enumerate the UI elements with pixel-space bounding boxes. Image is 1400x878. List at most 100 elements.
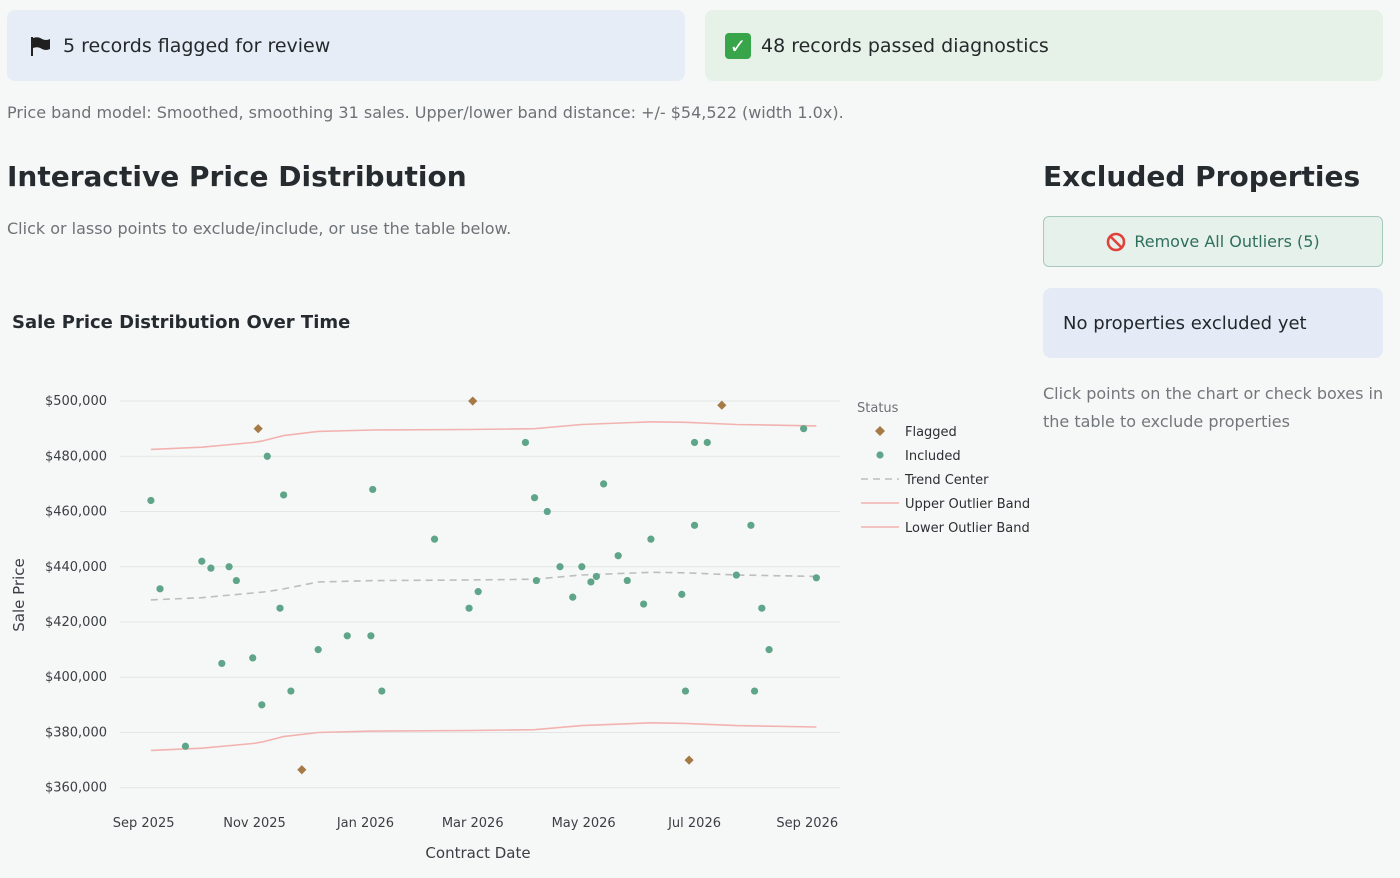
remove-all-outliers-label: Remove All Outliers (5) — [1134, 232, 1320, 251]
flagged-alert-text: 5 records flagged for review — [63, 34, 331, 57]
included-point[interactable] — [287, 687, 295, 695]
included-point[interactable] — [703, 438, 711, 447]
included-point[interactable] — [765, 646, 773, 654]
included-point[interactable] — [181, 742, 190, 750]
y-tick-label: $380,000 — [45, 725, 107, 740]
included-point[interactable] — [147, 496, 155, 505]
included-point[interactable] — [647, 535, 655, 543]
included-point[interactable] — [690, 438, 699, 447]
excluded-empty-state: No properties excluded yet — [1043, 288, 1383, 358]
y-axis-label: Sale Price — [10, 558, 28, 631]
flagged-point[interactable] — [253, 424, 263, 434]
included-point[interactable] — [430, 535, 439, 543]
x-tick-label: Jan 2026 — [336, 816, 394, 831]
included-point[interactable] — [600, 480, 608, 488]
included-point[interactable] — [378, 687, 386, 695]
included-point[interactable] — [543, 507, 551, 516]
chart-instructions: Click or lasso points to exclude/include… — [7, 219, 512, 238]
chart-legend[interactable]: Status Flagged Included Trend Center Upper O… — [857, 401, 1030, 536]
included-point[interactable] — [640, 600, 648, 608]
y-tick-label: $400,000 — [45, 670, 107, 685]
included-point[interactable] — [532, 576, 540, 585]
x-tick-label: Sep 2025 — [113, 816, 175, 831]
included-point[interactable] — [569, 593, 577, 601]
flagged-alert: 5 records flagged for review — [7, 10, 685, 81]
included-point[interactable] — [156, 585, 164, 593]
legend-item-label[interactable]: Included — [905, 449, 961, 464]
included-point[interactable] — [578, 563, 586, 571]
upper-band-line — [150, 420, 817, 451]
excluded-empty-message: No properties excluded yet — [1063, 312, 1307, 334]
legend-item-label[interactable]: Trend Center — [904, 473, 989, 488]
exclusion-help-text: Click points on the chart or check boxes… — [1043, 384, 1384, 431]
y-tick-label: $500,000 — [45, 394, 107, 409]
included-point[interactable] — [614, 552, 622, 560]
legend-title: Status — [857, 401, 899, 416]
price-band-caption: Price band model: Smoothed, smoothing 31… — [7, 103, 844, 122]
included-point[interactable] — [276, 604, 284, 612]
flagged-point[interactable] — [684, 755, 694, 765]
included-point[interactable] — [747, 521, 755, 529]
included-point[interactable] — [218, 659, 226, 668]
included-point[interactable] — [280, 491, 288, 499]
included-point[interactable] — [556, 563, 564, 571]
x-tick-label: May 2026 — [552, 816, 616, 831]
included-point[interactable] — [343, 632, 351, 640]
trend-and-band-lines — [150, 420, 817, 752]
included-point[interactable] — [314, 646, 322, 654]
legend-flagged-symbol — [875, 426, 885, 436]
legend-included-symbol — [876, 451, 884, 459]
included-point[interactable] — [474, 588, 482, 596]
y-tick-label: $420,000 — [45, 615, 107, 630]
flagged-point[interactable] — [468, 396, 478, 406]
flagged-point[interactable] — [297, 765, 307, 775]
y-tick-label: $480,000 — [45, 449, 107, 464]
y-axis-ticks: $360,000 $380,000 $400,000 $420,000 $440,000… — [45, 394, 107, 796]
included-point[interactable] — [758, 604, 766, 612]
remove-all-outliers-button[interactable]: Remove All Outliers (5) — [1043, 216, 1383, 267]
x-tick-label: Sep 2026 — [776, 816, 838, 831]
x-tick-label: Mar 2026 — [442, 816, 504, 831]
included-point[interactable] — [249, 654, 257, 662]
x-axis-label: Contract Date — [425, 844, 530, 862]
included-point[interactable] — [258, 701, 266, 709]
y-tick-label: $460,000 — [45, 505, 107, 520]
legend-item-label[interactable]: Lower Outlier Band — [905, 521, 1030, 536]
included-point[interactable] — [232, 576, 240, 585]
included-point[interactable] — [750, 687, 759, 695]
check-mark-icon: ✓ — [725, 32, 751, 59]
included-point[interactable] — [678, 590, 686, 598]
included-point[interactable] — [465, 604, 473, 612]
y-tick-label: $440,000 — [45, 560, 107, 575]
grid-lines — [120, 400, 840, 789]
chart-section-heading: Interactive Price Distribution — [7, 160, 467, 193]
lower-band-line — [150, 721, 817, 752]
included-point[interactable] — [681, 687, 690, 695]
x-tick-label: Nov 2025 — [223, 816, 286, 831]
included-point[interactable] — [800, 425, 808, 433]
included-point[interactable] — [530, 494, 539, 502]
prohibited-icon — [1106, 232, 1126, 252]
included-point[interactable] — [207, 564, 215, 572]
included-point[interactable] — [369, 485, 377, 494]
legend-item-label[interactable]: Upper Outlier Band — [905, 497, 1030, 512]
passed-alert-text: 48 records passed diagnostics — [761, 34, 1049, 57]
flagged-point[interactable] — [717, 400, 727, 410]
legend-item-label[interactable]: Flagged — [905, 425, 957, 440]
included-point[interactable] — [367, 632, 375, 640]
trend-center-line — [150, 571, 817, 601]
included-point[interactable] — [592, 572, 600, 581]
data-points[interactable] — [147, 396, 820, 775]
included-point[interactable] — [623, 576, 631, 585]
included-point[interactable] — [225, 563, 233, 571]
included-point[interactable] — [732, 571, 740, 579]
passed-alert: ✓ 48 records passed diagnostics — [705, 10, 1383, 81]
included-point[interactable] — [198, 557, 206, 565]
price-scatter-chart[interactable]: Sale Price Distribution Over Time $360,0… — [0, 290, 1040, 878]
included-point[interactable] — [812, 574, 820, 582]
included-point[interactable] — [587, 578, 595, 586]
included-point[interactable] — [263, 452, 271, 460]
included-point[interactable] — [690, 521, 699, 529]
x-axis-ticks: Sep 2025 Nov 2025 Jan 2026 Mar 2026 May 2026… — [113, 816, 838, 831]
included-point[interactable] — [521, 438, 530, 447]
